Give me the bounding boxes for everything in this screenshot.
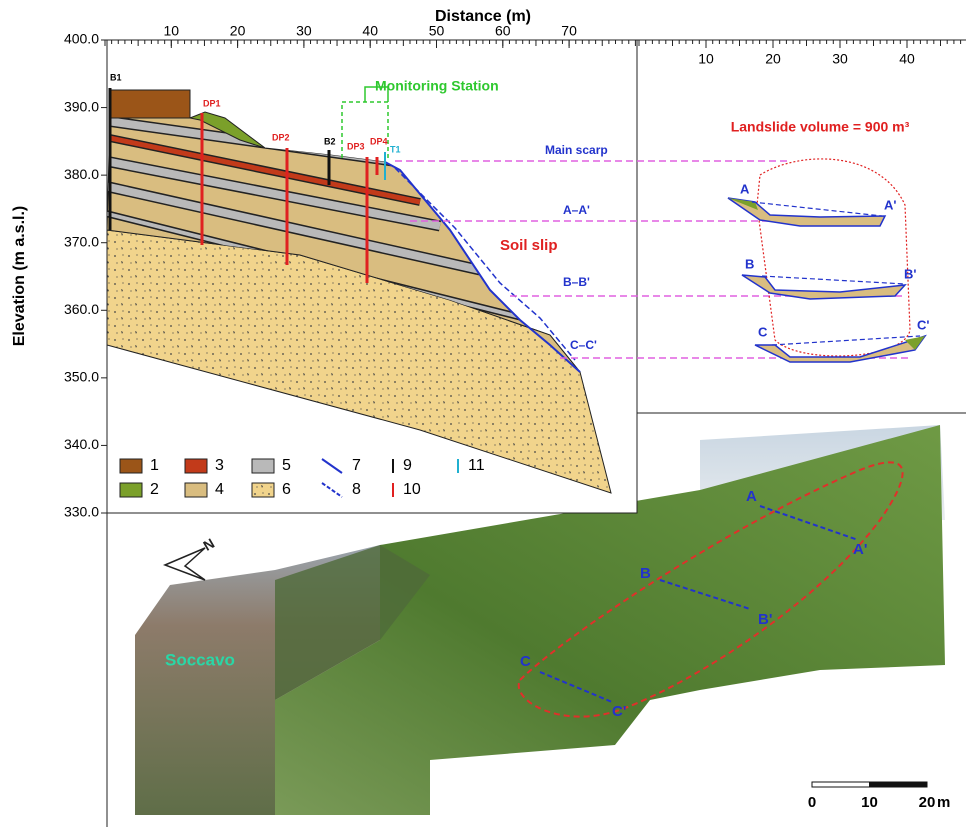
legend-swatch: [252, 459, 274, 473]
scale-label: 10: [861, 794, 878, 811]
annotation: Monitoring Station: [375, 78, 499, 94]
section-label: B': [904, 266, 916, 281]
borehole-label: B2: [324, 136, 336, 146]
borehole-label: DP1: [203, 98, 221, 108]
legend-label: 7: [352, 457, 361, 474]
legend-label: 11: [468, 457, 485, 474]
section-label: C: [758, 324, 768, 339]
y-axis-title: Elevation (m a.s.l.): [11, 206, 28, 346]
y-tick-label: 400.0: [64, 31, 99, 47]
legend-swatch: [185, 483, 207, 497]
section-label: B: [745, 256, 754, 271]
borehole-label: DP4: [370, 136, 388, 146]
volume-label: Landslide volume = 900 m³: [731, 119, 910, 135]
x-tick-label: 30: [296, 23, 312, 39]
x-tick-label: 40: [362, 23, 378, 39]
section-label: A: [740, 181, 750, 196]
x-tick-label: 30: [832, 51, 848, 67]
section-label: A': [884, 197, 896, 212]
y-tick-label: 350.0: [64, 369, 99, 385]
annotation: Main scarp: [545, 143, 608, 157]
photo-point: C': [612, 703, 626, 720]
borehole-label: T1: [390, 144, 401, 154]
y-tick-label: 370.0: [64, 233, 99, 249]
scale-segment: [870, 782, 928, 787]
borehole-label: DP3: [347, 141, 365, 151]
photo-point: C: [520, 653, 531, 670]
legend-label: 1: [150, 457, 159, 474]
legend-label: 2: [150, 481, 159, 498]
figure: A A' B B' C C' Soccavo N B1 B2 DP1 DP2 D…: [0, 0, 966, 827]
x-axis-title: Distance (m): [435, 8, 531, 25]
annotation: Soil slip: [500, 237, 558, 254]
section-label: C': [917, 317, 929, 332]
borehole-label: DP2: [272, 132, 290, 142]
legend-swatch: [120, 459, 142, 473]
legend-label: 8: [352, 481, 361, 498]
legend-label: 4: [215, 481, 224, 498]
x-tick-label: 40: [899, 51, 915, 67]
annotation: B–B': [563, 275, 590, 289]
legend-label: 10: [403, 481, 421, 498]
legend-label: 5: [282, 457, 291, 474]
x-tick-label: 10: [698, 51, 714, 67]
annotation: C–C': [570, 338, 597, 352]
x-tick-label: 70: [561, 23, 577, 39]
y-tick-label: 340.0: [64, 436, 99, 452]
x-tick-label: 50: [429, 23, 445, 39]
annotation: A–A': [563, 203, 590, 217]
y-tick-label: 380.0: [64, 166, 99, 182]
photo-point: B: [640, 565, 651, 582]
legend-swatch: [252, 483, 274, 497]
y-tick-label: 390.0: [64, 98, 99, 114]
legend-label: 6: [282, 481, 291, 498]
legend-label: 3: [215, 457, 224, 474]
legend-swatch: [185, 459, 207, 473]
north-label: N: [200, 535, 217, 554]
photo-point: A: [746, 488, 757, 505]
y-tick-label: 330.0: [64, 504, 99, 520]
scale-unit: m: [937, 794, 950, 811]
x-tick-label: 60: [495, 23, 511, 39]
scale-label: 20: [919, 794, 936, 811]
y-tick-label: 360.0: [64, 301, 99, 317]
x-tick-label: 20: [765, 51, 781, 67]
place-label: Soccavo: [165, 650, 235, 669]
legend-swatch: [120, 483, 142, 497]
legend-label: 9: [403, 457, 412, 474]
photo-point: A': [853, 541, 867, 558]
scale-segment: [812, 782, 870, 787]
scale-label: 0: [808, 794, 816, 811]
borehole-label: B1: [110, 72, 122, 82]
x-tick-label: 20: [230, 23, 246, 39]
photo-point: B': [758, 611, 772, 628]
x-tick-label: 10: [164, 23, 180, 39]
